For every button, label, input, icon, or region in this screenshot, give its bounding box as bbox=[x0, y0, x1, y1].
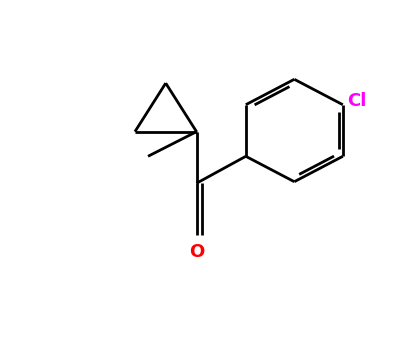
Text: Cl: Cl bbox=[346, 92, 365, 110]
Text: O: O bbox=[188, 242, 204, 260]
